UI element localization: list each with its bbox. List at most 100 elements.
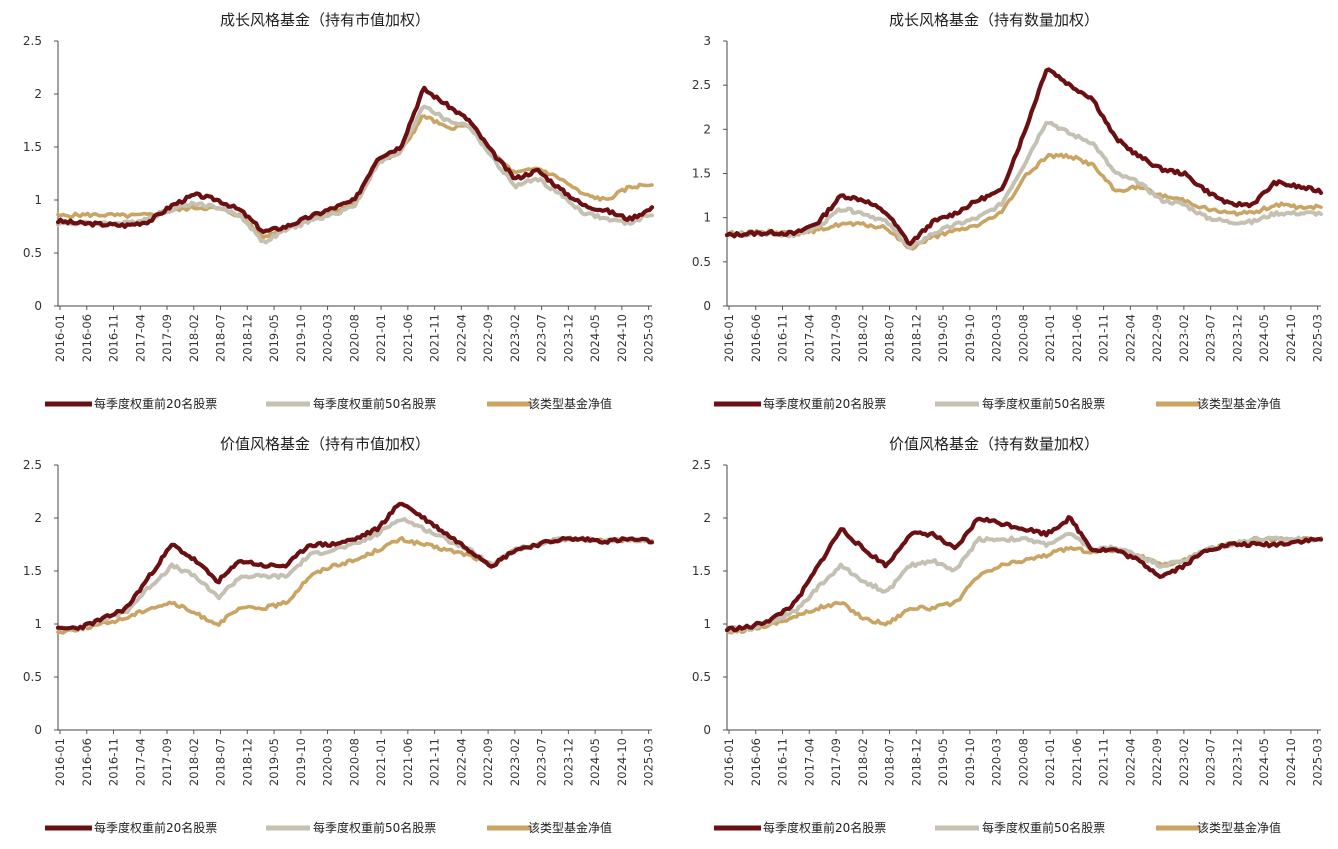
x-tick-label: 2021-11 [428, 738, 442, 786]
x-tick-label: 2022-09 [481, 314, 495, 362]
series-line-top20 [724, 67, 1324, 246]
x-tick-label: 2022-04 [1123, 738, 1137, 786]
x-tick-label: 2019-10 [963, 314, 977, 362]
series-line-top20 [724, 515, 1324, 633]
series-line-top50 [725, 532, 1323, 633]
x-tick-label: 2021-11 [1097, 314, 1111, 362]
x-tick-label: 2018-12 [909, 314, 923, 362]
x-tick-label: 2023-07 [1204, 738, 1218, 786]
legend-label-fund-nav: 该类型基金净值 [1197, 396, 1281, 411]
y-tick-label: 0 [703, 299, 711, 313]
x-tick-label: 2020-08 [1016, 738, 1030, 786]
legend-label-fund-nav: 该类型基金净值 [1197, 820, 1281, 835]
x-tick-label: 2019-05 [936, 738, 950, 786]
x-tick-label: 2022-09 [1150, 314, 1164, 362]
chart-title: 成长风格基金（持有市值加权） [220, 11, 430, 29]
x-tick-label: 2018-07 [214, 738, 228, 786]
x-tick-label: 2016-11 [776, 314, 790, 362]
x-tick-label: 2017-09 [829, 314, 843, 362]
chart-svg-growth-market-value: 成长风格基金（持有市值加权） 0 0.5 1 1.5 2 2.5 2016-01 2016-06… [23, 11, 656, 411]
x-tick-label: 2019-10 [294, 314, 308, 362]
x-tick-label: 2020-03 [321, 738, 335, 786]
legend-label-top20: 每季度权重前20名股票 [763, 396, 886, 411]
y-tick-label: 2 [34, 87, 42, 101]
legend-label-top50: 每季度权重前50名股票 [982, 820, 1105, 835]
x-tick-label: 2017-04 [802, 314, 816, 362]
x-tick-label: 2023-02 [1177, 314, 1191, 362]
chart-value-quantity: 价值风格基金（持有数量加权） 0 0.5 1 1.5 2 2.5 2016-01 2016-06… [669, 424, 1338, 849]
x-tick-label: 2024-10 [1284, 314, 1298, 362]
x-tick-label: 2021-06 [1070, 738, 1084, 786]
x-tick-label: 2017-09 [160, 738, 174, 786]
legend-label-top20: 每季度权重前20名股票 [94, 820, 217, 835]
x-tick-label: 2024-10 [1284, 738, 1298, 786]
x-tick-label: 2023-07 [1204, 314, 1218, 362]
chart-value-market-value: 价值风格基金（持有市值加权） 0 0.5 1 1.5 2 2.5 2016-01 2016-06… [0, 424, 669, 849]
y-tick-label: 2 [703, 511, 711, 525]
x-tick-label: 2016-01 [53, 314, 67, 362]
series-line-top20 [55, 501, 655, 631]
x-tick-label: 2021-06 [401, 314, 415, 362]
y-tick-label: 0 [703, 723, 711, 737]
chart-svg-value-quantity: 价值风格基金（持有数量加权） 0 0.5 1 1.5 2 2.5 2016-01 2016-06… [692, 435, 1325, 835]
x-tick-label: 2018-07 [214, 314, 228, 362]
y-tick-label: 0 [34, 723, 42, 737]
x-tick-label: 2019-10 [963, 738, 977, 786]
x-tick-label: 2025-03 [1311, 314, 1325, 362]
y-tick-label: 2.5 [692, 78, 711, 92]
legend-label-top20: 每季度权重前20名股票 [94, 396, 217, 411]
x-tick-label: 2020-03 [990, 738, 1004, 786]
x-tick-label: 2019-05 [267, 314, 281, 362]
x-tick-label: 2016-01 [53, 738, 67, 786]
y-tick-label: 3 [703, 34, 711, 48]
x-tick-label: 2023-12 [1230, 314, 1244, 362]
x-tick-label: 2019-10 [294, 738, 308, 786]
y-tick-label: 0.5 [692, 255, 711, 269]
x-tick-label: 2025-03 [1311, 738, 1325, 786]
x-tick-label: 2021-01 [374, 738, 388, 786]
x-tick-label: 2016-01 [722, 314, 736, 362]
x-tick-label: 2023-12 [1230, 738, 1244, 786]
x-tick-label: 2018-12 [909, 738, 923, 786]
y-tick-label: 2 [34, 511, 42, 525]
x-tick-label: 2018-12 [240, 314, 254, 362]
x-tick-label: 2017-04 [133, 738, 147, 786]
x-tick-label: 2021-11 [1097, 738, 1111, 786]
x-tick-label: 2022-04 [454, 314, 468, 362]
chart-growth-quantity: 成长风格基金（持有数量加权） 0 0.5 1 1.5 2 2.5 3 2016-01 2016-0… [669, 0, 1338, 424]
y-tick-label: 1 [34, 193, 42, 207]
x-tick-label: 2018-07 [883, 314, 897, 362]
x-tick-label: 2018-02 [187, 314, 201, 362]
y-tick-label: 1.5 [692, 167, 711, 181]
x-tick-label: 2019-05 [936, 314, 950, 362]
x-tick-label: 2016-06 [80, 738, 94, 786]
chart-growth-market-value: 成长风格基金（持有市值加权） 0 0.5 1 1.5 2 2.5 2016-01 2016-06… [0, 0, 669, 424]
y-tick-label: 1 [703, 211, 711, 225]
x-tick-label: 2023-07 [535, 314, 549, 362]
chart-svg-value-market-value: 价值风格基金（持有市值加权） 0 0.5 1 1.5 2 2.5 2016-01 2016-06… [23, 435, 656, 835]
x-tick-label: 2024-05 [588, 738, 602, 786]
y-tick-label: 1.5 [692, 564, 711, 578]
x-tick-label: 2017-09 [829, 738, 843, 786]
x-tick-label: 2024-05 [1257, 738, 1271, 786]
x-tick-label: 2022-09 [1150, 738, 1164, 786]
x-tick-label: 2023-02 [508, 314, 522, 362]
x-tick-label: 2023-12 [561, 738, 575, 786]
y-tick-label: 1 [703, 617, 711, 631]
series-line-fund-nav [725, 152, 1323, 251]
x-tick-label: 2022-04 [454, 738, 468, 786]
y-tick-label: 1.5 [23, 564, 42, 578]
x-tick-label: 2021-01 [1043, 314, 1057, 362]
x-tick-label: 2021-11 [428, 314, 442, 362]
series-line-fund-nav [725, 535, 1323, 635]
x-tick-label: 2024-10 [615, 314, 629, 362]
series-line-top50 [56, 516, 654, 632]
x-tick-label: 2023-02 [1177, 738, 1191, 786]
legend-label-top50: 每季度权重前50名股票 [982, 396, 1105, 411]
x-tick-label: 2024-05 [588, 314, 602, 362]
x-tick-label: 2024-10 [615, 738, 629, 786]
chart-svg-growth-quantity: 成长风格基金（持有数量加权） 0 0.5 1 1.5 2 2.5 3 2016-01 2016-0… [692, 11, 1325, 411]
legend-label-fund-nav: 该类型基金净值 [528, 820, 612, 835]
y-tick-label: 2 [703, 122, 711, 136]
legend-label-top20: 每季度权重前20名股票 [763, 820, 886, 835]
